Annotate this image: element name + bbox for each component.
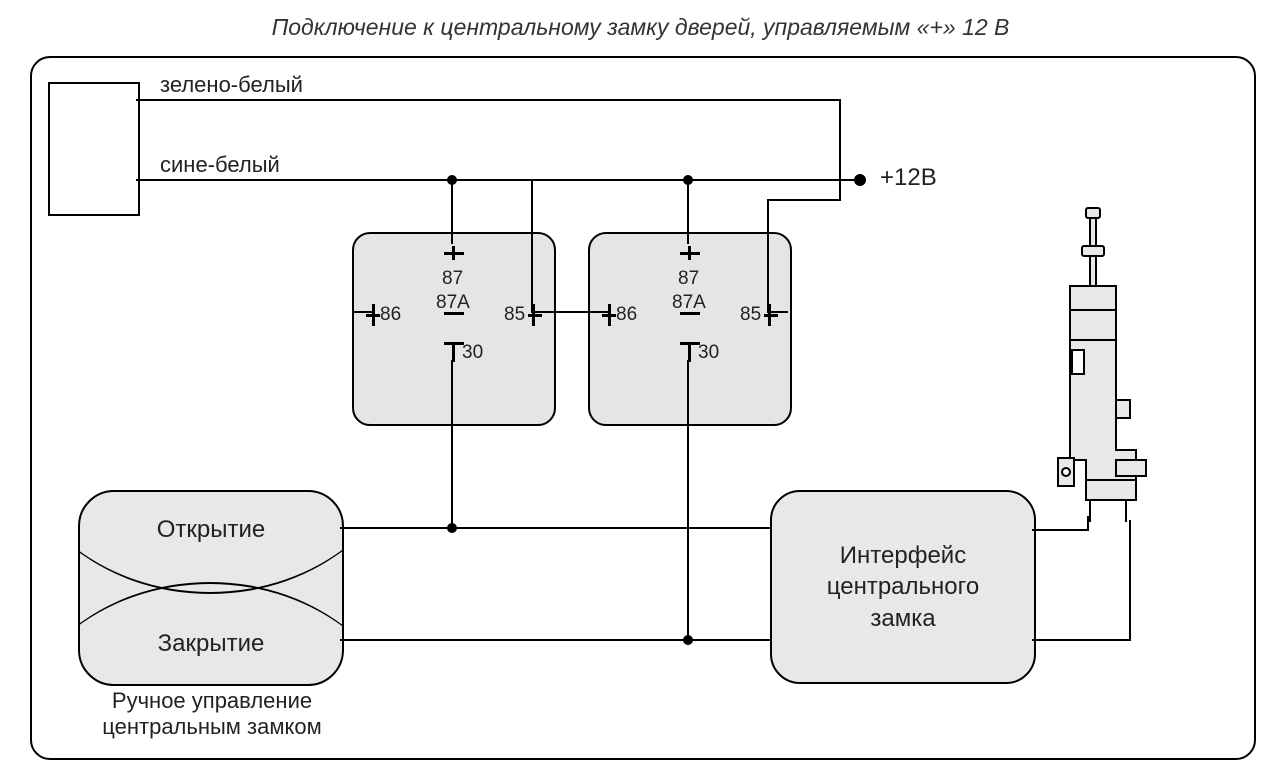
manual-control-box: Открытие Закрытие	[78, 490, 344, 686]
relay2-pin-30: 30	[698, 342, 719, 364]
relay1-pin-30: 30	[462, 342, 483, 364]
source-connector	[48, 82, 140, 216]
manual-close-label: Закрытие	[80, 630, 342, 658]
relay1-pin-85: 85	[504, 304, 525, 326]
interface-box: Интерфейс центрального замка	[770, 490, 1036, 684]
interface-line2: центрального	[827, 573, 979, 600]
manual-caption-line2: центральным замком	[102, 714, 321, 739]
actuator-icon	[1040, 200, 1170, 530]
relay-1: 87 87A 86 85 30	[352, 232, 556, 426]
wire-label-green-white: зелено-белый	[160, 72, 303, 98]
manual-arc-top	[78, 490, 344, 594]
relay1-pin-87a: 87A	[436, 292, 470, 314]
manual-caption: Ручное управление центральным замком	[62, 688, 362, 740]
relay-2: 87 87A 86 85 30	[588, 232, 792, 426]
manual-caption-line1: Ручное управление	[112, 688, 312, 713]
relay2-pin-87a: 87A	[672, 292, 706, 314]
interface-line3: замка	[870, 605, 935, 632]
interface-line1: Интерфейс	[840, 542, 966, 569]
relay1-pin-87: 87	[442, 268, 463, 290]
relay2-pin-85: 85	[740, 304, 761, 326]
wire-label-blue-white: сине-белый	[160, 152, 280, 178]
diagram-title: Подключение к центральному замку дверей,…	[0, 14, 1281, 41]
relay2-pin-87: 87	[678, 268, 699, 290]
relay2-pin-86: 86	[616, 304, 637, 326]
power-label: +12В	[880, 164, 937, 192]
relay1-pin-86: 86	[380, 304, 401, 326]
